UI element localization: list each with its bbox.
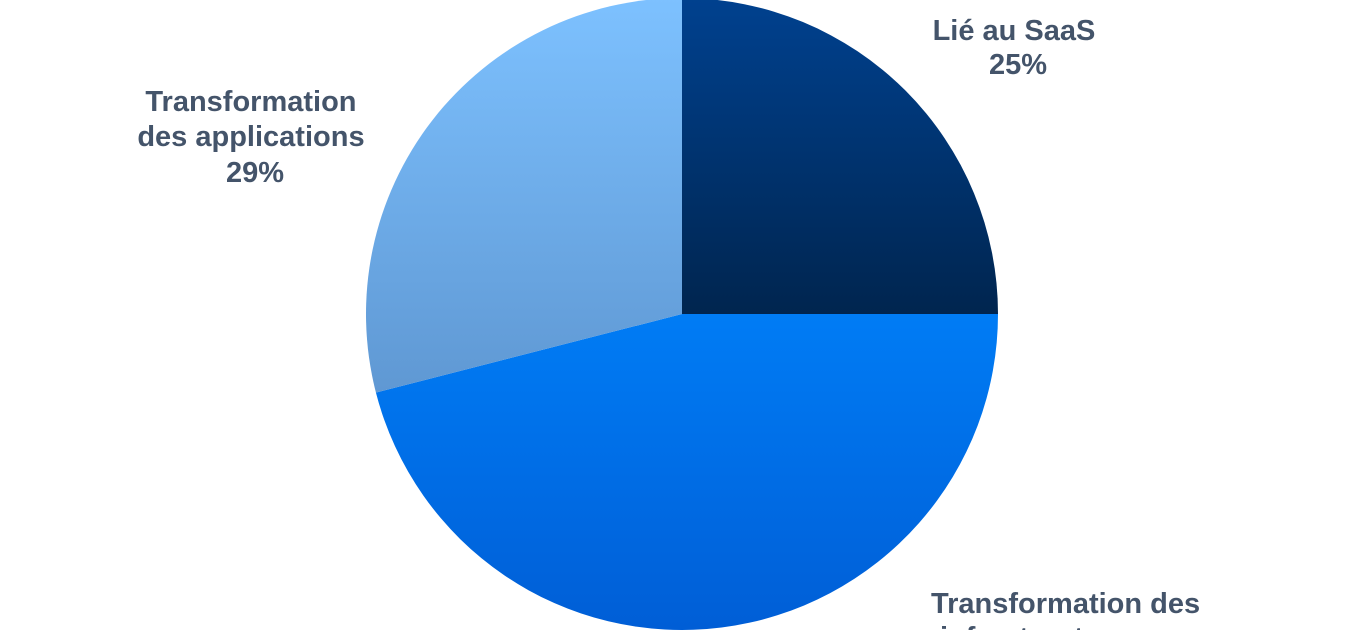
label-applications-line2: des applications [137, 121, 364, 153]
label-infrastructures-line2: infrastructures [940, 622, 1145, 630]
label-applications-line1: Transformation [145, 86, 356, 118]
label-infrastructures-line1: Transformation des [931, 588, 1200, 620]
label-saas-name: Lié au SaaS [933, 15, 1096, 47]
label-applications: Transformation des applications 29% [137, 86, 372, 189]
slice-infrastructures [375, 314, 998, 630]
label-applications-value: 29% [226, 157, 284, 189]
label-infrastructures: Transformation des infrastructures [931, 588, 1208, 630]
label-saas: Lié au SaaS 25% [933, 15, 1104, 81]
label-saas-value: 25% [989, 49, 1047, 81]
slice-applications [366, 0, 682, 393]
slice-saas [682, 0, 998, 314]
